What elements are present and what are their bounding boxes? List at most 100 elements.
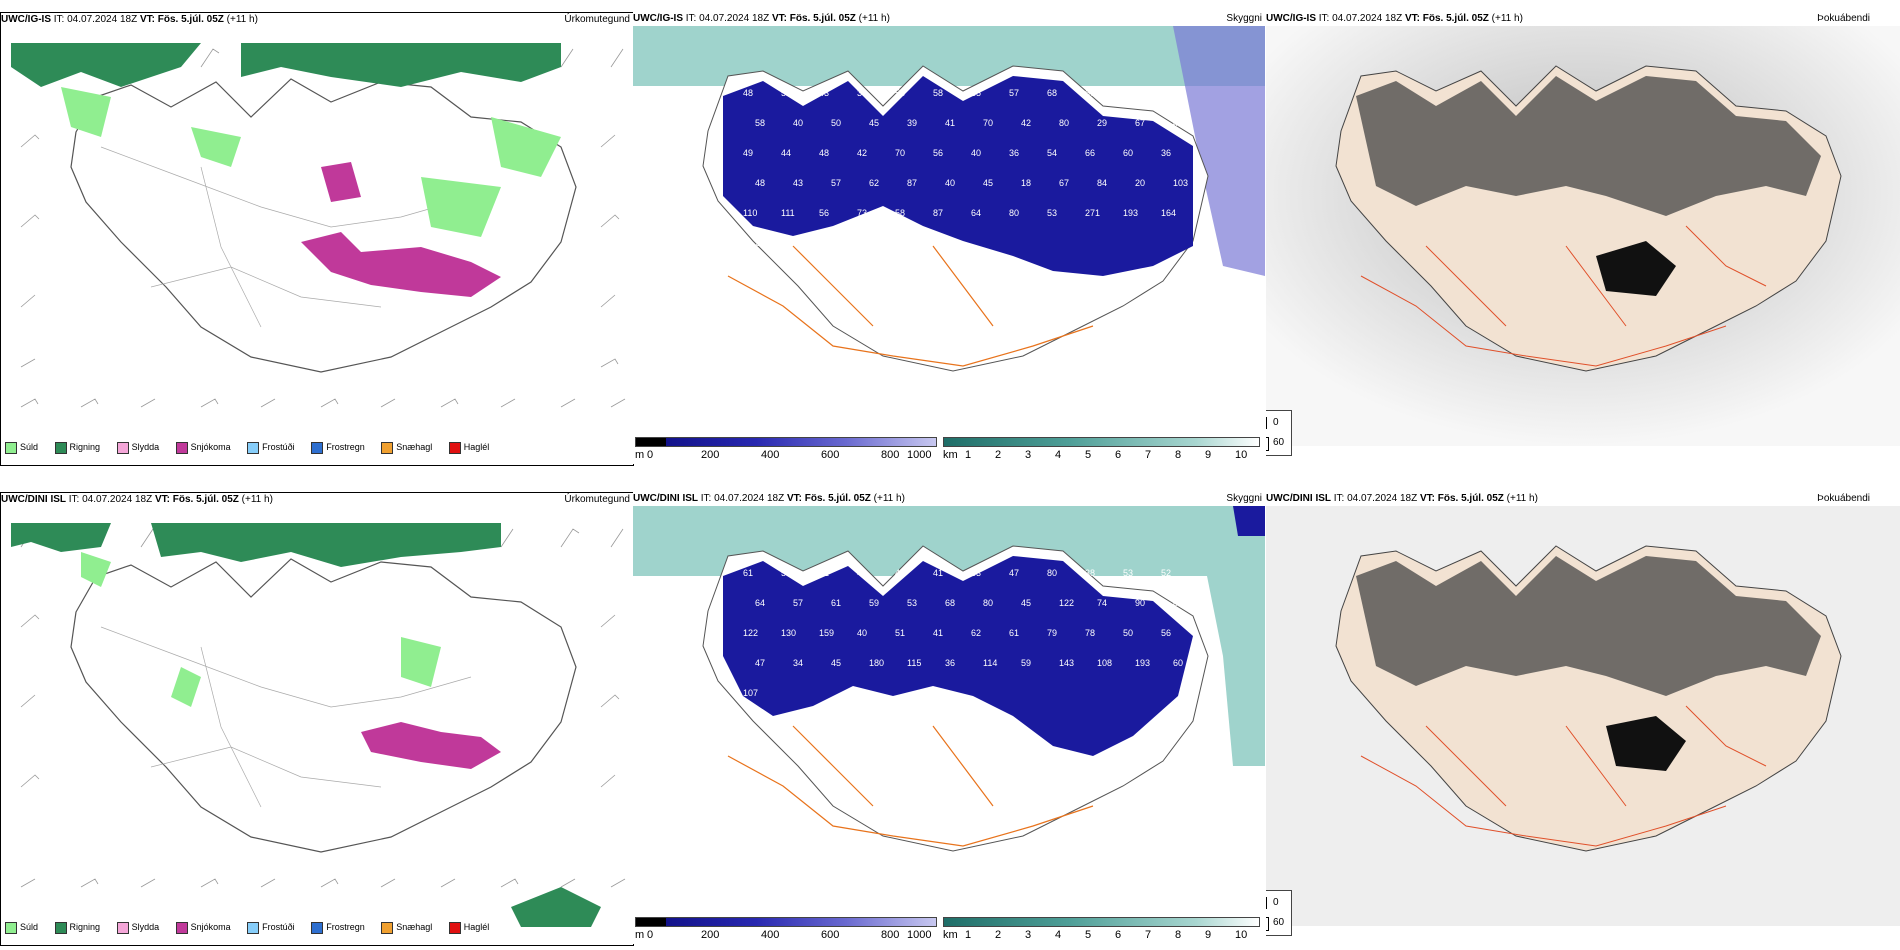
legend-item: Haglél <box>448 441 490 454</box>
roads <box>727 245 1094 367</box>
visibility-tick: 5 <box>1085 929 1092 941</box>
fog-tick: 60 <box>1273 437 1285 448</box>
visibility-map: 48 51 43 33 53 58 35 57 68 66 52 54 58 40 50 45 39 41 70 42… <box>633 26 1265 372</box>
legend-label: Slydda <box>131 922 160 932</box>
vt-label: VT: <box>1404 13 1420 24</box>
visibility-panel-top: UWC/IG-IS IT: 04.07.2024 18Z VT: Fös. 5.… <box>633 12 1265 464</box>
panel-title: Þokuábendi <box>1817 13 1870 24</box>
fog-core <box>1596 241 1676 296</box>
cloud-base-label: 87 <box>907 178 917 188</box>
cloud-base-label: 53 <box>1123 568 1133 578</box>
panel-header: UWC/DINI ISL IT: 04.07.2024 18Z VT: Fös.… <box>1 493 633 507</box>
cloud-base-label: 53 <box>781 568 791 578</box>
lead-time: (+11 h) <box>873 493 905 504</box>
fog-index-map <box>1266 26 1900 446</box>
iceland-outline <box>70 78 577 373</box>
lead-time: (+11 h) <box>226 14 258 25</box>
cloud-base-label: 41 <box>819 568 829 578</box>
cloud-base-label: 59 <box>1021 658 1031 668</box>
cloud-base-label: 42 <box>1021 118 1031 128</box>
visibility-tick: 5 <box>1085 449 1092 461</box>
cloud-base-label: 33 <box>857 88 867 98</box>
it-value: 04.07.2024 18Z <box>714 493 785 504</box>
cloud-base-label: 50 <box>1123 628 1133 638</box>
legend-label: Frostregn <box>326 442 365 452</box>
cloud-base-label: 67 <box>1135 118 1145 128</box>
vt-value: Fös. 5.júl. 05Z <box>1422 13 1489 24</box>
legend-label: Rigning <box>69 922 101 932</box>
cloud-base-label: 44 <box>781 148 791 158</box>
it-label: IT: <box>700 493 712 504</box>
snow-area <box>301 232 501 297</box>
cloud-base-label: 73 <box>857 208 867 218</box>
cloud-base-label: 40 <box>793 118 803 128</box>
cloud-base-label: 62 <box>971 628 981 638</box>
cloud-base-label: 57 <box>1009 88 1019 98</box>
legend-label: Frostúði <box>262 442 295 452</box>
cloud-base-label: 68 <box>1047 88 1057 98</box>
legend-item: Frostregn <box>311 441 365 454</box>
fog-swatch-dark <box>1266 897 1267 909</box>
cloud-base-label: 107 <box>743 688 758 698</box>
cloud-base-label: 47 <box>755 658 765 668</box>
precip-type-panel-top: UWC/IG-IS IT: 04.07.2024 18Z VT: Fös. 5.… <box>0 12 634 466</box>
model-name: UWC/IG-IS <box>1266 13 1316 24</box>
cloud-base-label: 80 <box>1047 568 1057 578</box>
fog-sea-east <box>1193 506 1265 766</box>
cloud-base-label: 47 <box>1009 568 1019 578</box>
panel-header: UWC/IG-IS IT: 04.07.2024 18Z VT: Fös. 5.… <box>633 12 1265 26</box>
lead-time: (+11 h) <box>241 494 273 505</box>
vt-label: VT: <box>154 494 170 505</box>
cloud-base-label: 43 <box>793 178 803 188</box>
vt-value: Fös. 5.júl. 05Z <box>172 494 239 505</box>
cloud-base-colorbar: m 0 200 400 600 800 1000 <box>635 437 945 463</box>
panel-title: Skyggni <box>1226 493 1262 504</box>
cloud-base-tick: 0 <box>647 449 654 461</box>
cloud-base-label: 50 <box>831 118 841 128</box>
legend-label: Snæhagl <box>396 442 433 452</box>
it-label: IT: <box>1318 13 1330 24</box>
cloud-base-label: 34 <box>793 658 803 668</box>
precip-map <box>11 523 626 927</box>
cloud-base-label: 41 <box>933 568 943 578</box>
precip-legend: Súld Rigning Slydda Snjókoma Frostúði Fr… <box>5 441 503 454</box>
cloud-base-label: 47 <box>1173 118 1183 128</box>
lead-time: (+11 h) <box>1506 493 1538 504</box>
it-label: IT: <box>53 14 65 25</box>
vt-label: VT: <box>1419 493 1435 504</box>
cloud-base-label: 115 <box>907 658 921 668</box>
cloud-base-labels: 61 53 41 43 46 41 53 47 80 38 53 52 64 57 61 59 53 68 80 45… <box>743 568 1183 698</box>
legend-item: Frostregn <box>311 921 365 934</box>
cloud-base-label: 60 <box>1173 658 1183 668</box>
cloud-base-label: 35 <box>971 88 981 98</box>
cloud-base-label: 79 <box>1047 628 1057 638</box>
cloud-base-label: 44 <box>907 238 917 248</box>
cloud-base-label: 122 <box>743 628 758 638</box>
cloud-base-label: 54 <box>945 238 955 248</box>
cloud-base-label: 48 <box>819 148 829 158</box>
visibility-map: 61 53 41 43 46 41 53 47 80 38 53 52 64 57 61 59 53 68 80 45… <box>633 506 1265 852</box>
cloud-base-label: 164 <box>1161 208 1176 218</box>
visibility-tick: 10 <box>1235 929 1248 941</box>
cloud-base-tick: 800 <box>881 929 900 941</box>
legend-label: Frostúði <box>262 922 295 932</box>
cloud-base-label: 59 <box>869 598 879 608</box>
legend-item: Snjókoma <box>175 921 231 934</box>
cloud-base-label: 51 <box>895 628 905 638</box>
cloud-base-label: 54 <box>1161 88 1171 98</box>
cloud-base-label: 57 <box>793 598 803 608</box>
precip-legend: Súld Rigning Slydda Snjókoma Frostúði Fr… <box>5 921 503 934</box>
cloud-base-tick: 600 <box>821 449 840 461</box>
cloud-base-unit: m <box>635 449 645 461</box>
vt-value: Fös. 5.júl. 05Z <box>157 14 224 25</box>
visibility-tick: 8 <box>1175 449 1182 461</box>
cloud-base-label: 180 <box>869 658 884 668</box>
visibility-tick: 4 <box>1055 929 1062 941</box>
cloud-base-label: 51 <box>781 88 791 98</box>
vt-value: Fös. 5.júl. 05Z <box>789 13 856 24</box>
cloud-base-label: 58 <box>895 208 905 218</box>
roads <box>1360 225 1767 367</box>
cloud-base-unit: m <box>635 929 645 941</box>
legend-label: Haglél <box>463 442 490 452</box>
cloud-base-label: 64 <box>971 208 981 218</box>
